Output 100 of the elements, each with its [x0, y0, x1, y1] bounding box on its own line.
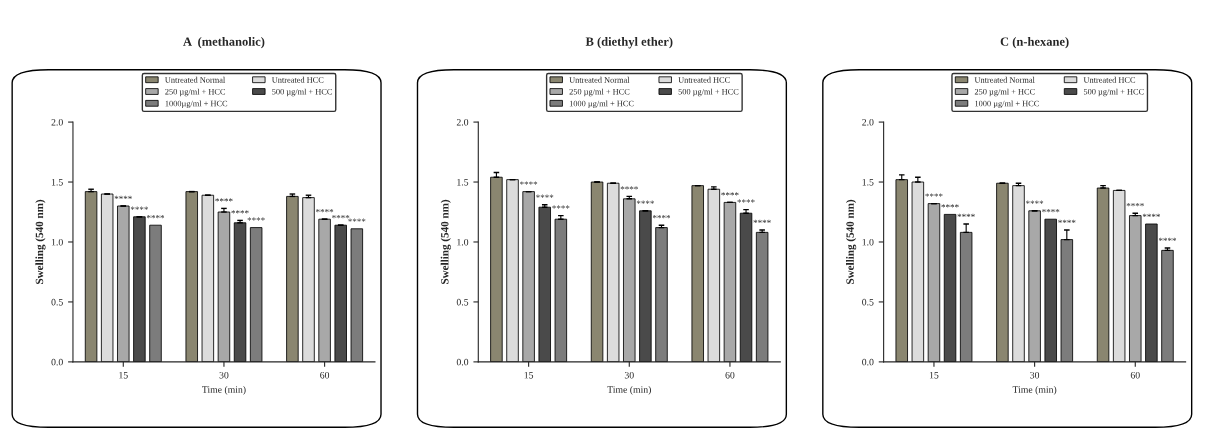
bar [639, 210, 652, 362]
bar [691, 185, 704, 362]
bar [707, 188, 721, 362]
bar [1161, 249, 1174, 362]
x-tick-label: 60 [725, 371, 735, 379]
data-label: **** [1158, 237, 1177, 242]
y-axis-title: Swelling (540 nm) [846, 199, 857, 284]
bar [506, 179, 519, 362]
x-tick-label: 60 [1130, 371, 1140, 379]
data-label: **** [737, 199, 755, 203]
x-tick-label: 60 [320, 371, 330, 379]
y-tick-label: 1.0 [862, 238, 874, 246]
y-tick-label: 2.0 [862, 118, 874, 126]
data-label: **** [114, 195, 132, 200]
data-label: **** [941, 204, 959, 208]
data-label: **** [552, 205, 570, 209]
data-label: **** [1142, 213, 1160, 218]
y-axis-title: Swelling (540 nm) [35, 199, 46, 284]
legend-label: 250 µg/ml + HCC [569, 88, 630, 97]
y-tick-label: 0.5 [862, 298, 874, 306]
legend-label: Untreated Normal [165, 76, 226, 83]
y-tick-label: 1.0 [457, 238, 469, 246]
y-tick-label: 1.5 [51, 178, 63, 186]
x-axis-title: Time (min) [607, 385, 651, 395]
y-axis-title: Swelling (540 nm) [440, 199, 451, 284]
legend-label: 250 µg/ml + HCC [165, 88, 226, 97]
data-label: **** [520, 181, 538, 185]
bar [334, 224, 347, 362]
bar [1145, 223, 1158, 362]
data-label: **** [620, 186, 638, 190]
legend-label: Untreated HCC [271, 76, 324, 83]
x-axis-title: Time (min) [1012, 385, 1057, 395]
bar [318, 218, 331, 362]
legend-label: 250 µg/ml + HCC [974, 88, 1035, 97]
bar [623, 198, 636, 362]
bar [490, 176, 503, 362]
bar [911, 181, 925, 362]
bar [233, 222, 247, 362]
bar [1044, 218, 1057, 362]
bar [1129, 215, 1142, 362]
data-label: **** [721, 192, 739, 196]
bar [1012, 185, 1025, 362]
bar [755, 231, 769, 362]
bar [1112, 190, 1126, 362]
bar [554, 218, 568, 362]
bar [117, 205, 130, 362]
y-tick-label: 0.0 [862, 358, 874, 366]
bar [606, 182, 620, 362]
data-label: **** [1026, 200, 1044, 204]
data-label: **** [652, 214, 671, 219]
legend-label: Untreated Normal [569, 76, 630, 83]
x-tick-label: 30 [1030, 371, 1040, 379]
y-tick-label: 2.0 [456, 118, 469, 126]
data-label: **** [146, 214, 165, 219]
chart-title: C (n-hexane) [1000, 37, 1069, 49]
x-tick-label: 15 [119, 371, 128, 379]
data-label: **** [753, 219, 771, 224]
x-axis-title: Time (min) [202, 385, 246, 395]
x-tick-label: 30 [219, 371, 229, 379]
chart-title: A (methanolic) [183, 37, 265, 49]
bar [350, 228, 364, 362]
y-tick-label: 1.0 [51, 238, 63, 246]
y-tick-label: 0.0 [456, 358, 469, 366]
x-tick-label: 30 [624, 371, 634, 379]
y-tick-label: 2.0 [51, 118, 63, 126]
data-label: **** [957, 213, 975, 218]
bar [739, 212, 753, 362]
legend-label: Untreated HCC [678, 76, 730, 83]
data-label: **** [1058, 219, 1076, 224]
bar [927, 203, 941, 362]
bar [723, 201, 737, 362]
legend-label: 500 µg/ml + HCC [1083, 88, 1144, 97]
legend-label: 1000µg/ml + HCC [165, 100, 228, 109]
bar [149, 224, 162, 362]
x-tick-label: 15 [524, 371, 534, 379]
data-label: **** [247, 217, 265, 221]
bar [895, 179, 908, 362]
y-tick-label: 0.0 [51, 358, 63, 366]
bar [217, 211, 231, 362]
y-tick-label: 1.5 [862, 178, 874, 186]
bar [655, 227, 668, 362]
data-label: **** [925, 193, 943, 197]
bar [538, 206, 551, 362]
data-label: **** [231, 210, 249, 214]
legend-label: Untreated Normal [974, 76, 1035, 83]
bar [1096, 187, 1110, 362]
legend-label: Untreated HCC [1083, 76, 1136, 83]
data-label: **** [348, 218, 366, 222]
bar [286, 196, 299, 362]
data-label: **** [636, 200, 654, 204]
bar [201, 194, 215, 362]
data-label: **** [1042, 208, 1060, 213]
legend-label: 1000 µg/ml + HCC [975, 100, 1039, 109]
y-tick-label: 1.5 [457, 178, 469, 186]
bar [522, 191, 535, 362]
bar [133, 216, 146, 362]
data-label: **** [1126, 202, 1144, 207]
y-tick-label: 0.5 [51, 298, 63, 306]
bar [943, 213, 957, 362]
chart-title: B (diethyl ether) [585, 37, 673, 49]
